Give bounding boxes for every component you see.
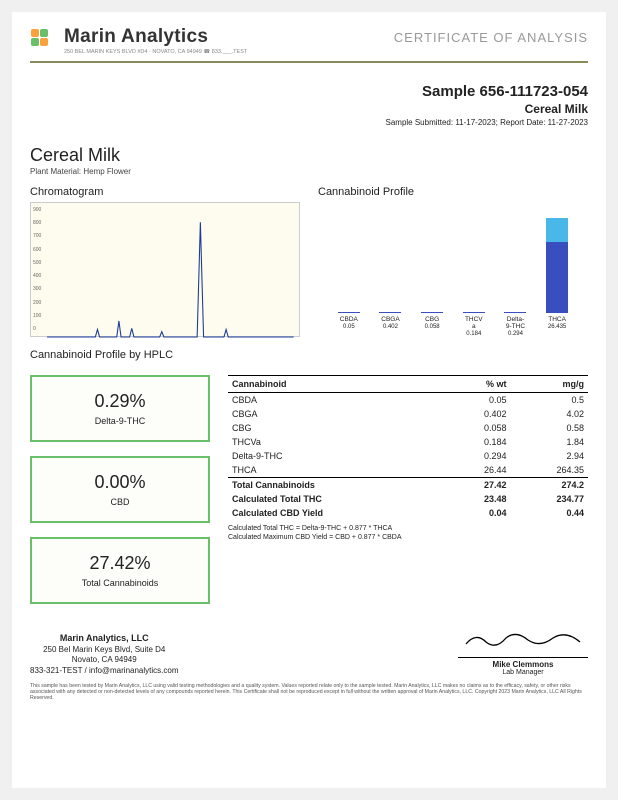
table-row: CBGA0.4024.02: [228, 407, 588, 421]
logo-icon: [30, 28, 58, 53]
certificate-title: CERTIFICATE OF ANALYSIS: [394, 30, 588, 45]
chromatogram-col: Chromatogram 900800700600500400300200100…: [30, 186, 300, 337]
product-name: Cereal Milk: [30, 145, 588, 166]
chromatogram-title: Chromatogram: [30, 186, 300, 198]
table-row: THCA26.44264.35: [228, 463, 588, 478]
chromatogram-chart: 9008007006005004003002001000: [30, 202, 300, 337]
stat-box: 27.42%Total Cannabinoids: [30, 537, 210, 604]
th-pct: % wt: [444, 376, 511, 393]
charts-row: Chromatogram 900800700600500400300200100…: [30, 186, 588, 337]
table-row: Delta-9-THC0.2942.94: [228, 449, 588, 463]
profile-title: Cannabinoid Profile: [318, 186, 588, 198]
signatory-title: Lab Manager: [458, 669, 588, 676]
calc-row: Calculated Total THC23.48234.77: [228, 492, 588, 506]
footer-addr2: Novato, CA 94949: [30, 655, 178, 665]
signature-block: Mike Clemmons Lab Manager: [458, 628, 588, 676]
footer-row: Marin Analytics, LLC 250 Bel Marin Keys …: [30, 628, 588, 676]
signature-icon: [458, 628, 588, 652]
cannabinoid-table-wrap: Cannabinoid % wt mg/g CBDA0.050.5CBGA0.4…: [228, 375, 588, 604]
header: Marin Analytics 250 BEL MARIN KEYS BLVD …: [30, 26, 588, 63]
disclaimer: This sample has been tested by Marin Ana…: [30, 684, 588, 702]
coa-page: Marin Analytics 250 BEL MARIN KEYS BLVD …: [12, 12, 606, 788]
sample-id: Sample 656-111723-054: [30, 83, 588, 100]
company-name: Marin Analytics: [64, 26, 247, 48]
calc-notes: Calculated Total THC = Delta-9-THC + 0.8…: [228, 524, 588, 542]
sample-dates: Sample Submitted: 11-17-2023; Report Dat…: [30, 118, 588, 127]
calc-row: Calculated CBD Yield0.040.44: [228, 506, 588, 520]
stat-box: 0.00%CBD: [30, 456, 210, 523]
product-material: Plant Material: Hemp Flower: [30, 167, 588, 176]
profile-chart: CBDA0.05CBGA0.402CBG0.058THCVa0.184Delta…: [318, 202, 588, 337]
th-mgg: mg/g: [511, 376, 589, 393]
table-row: CBDA0.050.5: [228, 393, 588, 408]
logo-block: Marin Analytics 250 BEL MARIN KEYS BLVD …: [30, 26, 247, 55]
footer-contact: 833-321-TEST / info@marinanalytics.com: [30, 666, 178, 676]
sample-name: Cereal Milk: [30, 102, 588, 116]
footer-company-name: Marin Analytics, LLC: [30, 633, 178, 645]
stat-boxes: 0.29%Delta-9-THC 0.00%CBD 27.42%Total Cann…: [30, 375, 210, 604]
product-block: Cereal Milk Plant Material: Hemp Flower: [30, 145, 588, 176]
company-tagline: 250 BEL MARIN KEYS BLVD #D4 · NOVATO, CA…: [64, 49, 247, 55]
signatory-name: Mike Clemmons: [458, 660, 588, 669]
hplc-title: Cannabinoid Profile by HPLC: [30, 349, 588, 361]
hplc-row: 0.29%Delta-9-THC 0.00%CBD 27.42%Total Cann…: [30, 375, 588, 604]
cannabinoid-table: Cannabinoid % wt mg/g CBDA0.050.5CBGA0.4…: [228, 375, 588, 520]
footer-addr1: 250 Bel Marin Keys Blvd, Suite D4: [30, 645, 178, 655]
table-row: CBG0.0580.58: [228, 421, 588, 435]
sample-info: Sample 656-111723-054 Cereal Milk Sample…: [30, 83, 588, 127]
profile-col: Cannabinoid Profile CBDA0.05CBGA0.402CBG…: [318, 186, 588, 337]
stat-box: 0.29%Delta-9-THC: [30, 375, 210, 442]
th-name: Cannabinoid: [228, 376, 444, 393]
company-info: Marin Analytics, LLC 250 Bel Marin Keys …: [30, 633, 178, 676]
total-row: Total Cannabinoids27.42274.2: [228, 478, 588, 493]
table-row: THCVa0.1841.84: [228, 435, 588, 449]
